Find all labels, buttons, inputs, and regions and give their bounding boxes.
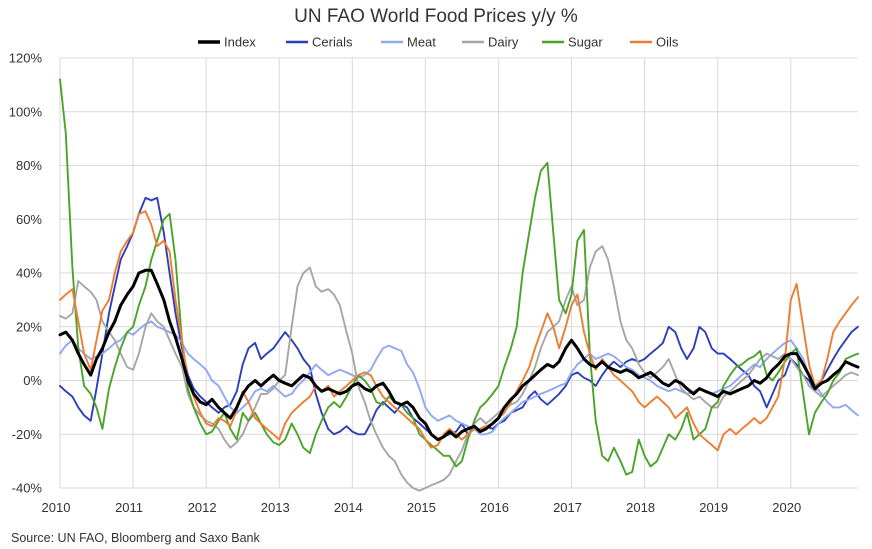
series-line-cerials — [59, 196, 859, 441]
x-tick-label: 2018 — [626, 500, 655, 515]
y-tick-label: 60% — [16, 212, 42, 227]
y-tick-label: 40% — [16, 266, 42, 281]
source-note: Source: UN FAO, Bloomberg and Saxo Bank — [11, 531, 260, 545]
x-tick-label: 2011 — [115, 500, 143, 515]
legend-item-dairy: Dairy — [462, 35, 519, 50]
legend: Index Cerials Meat Dairy Sugar Oils — [198, 35, 679, 50]
y-tick-label: 20% — [16, 319, 42, 334]
x-tick-label: 2020 — [772, 500, 801, 515]
y-axis: -40% -20% 0% 20% 40% 60% 80% 100% 120% — [9, 51, 43, 496]
legend-item-index: Index — [198, 35, 256, 50]
series-layer — [58, 78, 860, 492]
x-tick-label: 2019 — [699, 500, 728, 515]
x-tick-label: 2015 — [407, 500, 436, 515]
legend-label: Meat — [407, 35, 436, 50]
legend-label: Sugar — [568, 35, 603, 50]
y-tick-label: 100% — [9, 104, 43, 119]
x-tick-label: 2017 — [553, 500, 582, 515]
chart-title: UN FAO World Food Prices y/y % — [294, 6, 578, 27]
series-line-index — [58, 268, 860, 442]
legend-label: Cerials — [312, 35, 353, 50]
series-line-oils — [59, 210, 859, 452]
legend-item-meat: Meat — [381, 35, 436, 50]
x-tick-label: 2016 — [480, 500, 509, 515]
grid — [59, 57, 858, 489]
legend-item-sugar: Sugar — [542, 35, 603, 50]
y-tick-label: 120% — [9, 51, 43, 66]
x-tick-label: 2014 — [334, 500, 363, 515]
x-tick-label: 2012 — [188, 500, 217, 515]
legend-label: Dairy — [488, 35, 519, 50]
x-tick-label: 2013 — [261, 500, 290, 515]
y-tick-label: -20% — [12, 427, 43, 442]
y-tick-label: 0% — [23, 373, 42, 388]
y-tick-label: 80% — [16, 158, 42, 173]
legend-item-cerials: Cerials — [286, 35, 353, 50]
y-tick-label: -40% — [12, 481, 43, 496]
series-line-dairy — [59, 245, 859, 492]
x-axis: 2010 2011 2012 2013 2014 2015 2016 2017 2018 2019… — [42, 500, 802, 515]
legend-item-oils: Oils — [630, 35, 679, 50]
x-tick-label: 2010 — [42, 500, 71, 515]
legend-label: Index — [224, 35, 256, 50]
series-line-sugar — [59, 78, 859, 476]
series-line-meat — [59, 320, 859, 436]
legend-label: Oils — [656, 35, 679, 50]
